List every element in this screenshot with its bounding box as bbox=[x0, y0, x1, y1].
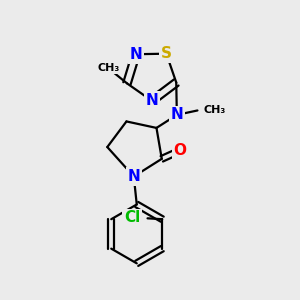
Text: O: O bbox=[173, 143, 187, 158]
Text: S: S bbox=[161, 46, 172, 61]
Text: CH₃: CH₃ bbox=[203, 106, 226, 116]
Text: CH₃: CH₃ bbox=[98, 63, 120, 73]
Text: N: N bbox=[170, 107, 183, 122]
Text: N: N bbox=[128, 169, 140, 184]
Text: N: N bbox=[130, 47, 142, 62]
Text: Cl: Cl bbox=[124, 210, 140, 225]
Text: N: N bbox=[146, 93, 158, 108]
